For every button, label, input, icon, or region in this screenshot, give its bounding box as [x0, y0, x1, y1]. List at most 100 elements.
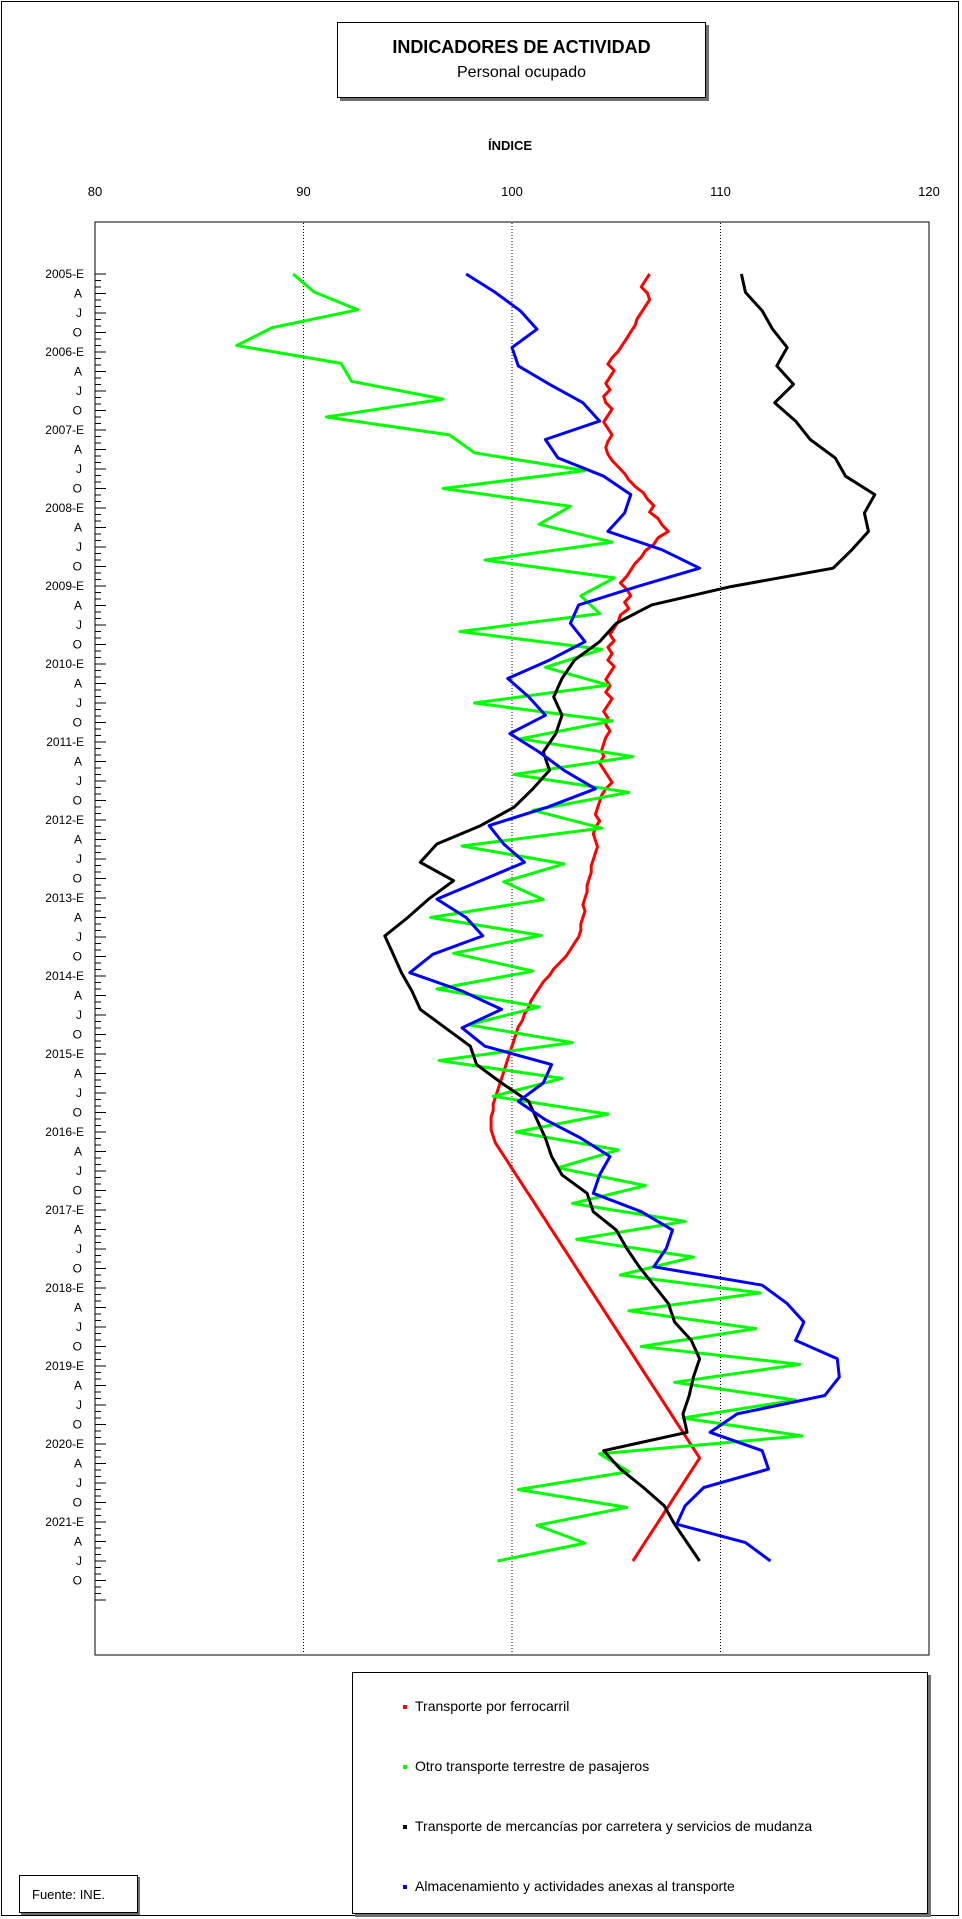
legend-label: Transporte de mercancías por carretera y…: [415, 1818, 813, 1834]
y-tick-label: J: [76, 696, 82, 710]
y-tick-label: A: [74, 1535, 82, 1549]
series-line: [235, 272, 804, 1563]
y-tick-label: O: [73, 1184, 82, 1198]
y-tick-label: A: [74, 1223, 82, 1237]
plot-area: [94, 221, 930, 1656]
y-tick-label: 2021-E: [45, 1515, 84, 1529]
y-tick-label: A: [74, 599, 82, 613]
y-tick-label: 2005-E: [45, 267, 84, 281]
y-tick-label: 2006-E: [45, 345, 84, 359]
y-tick-label: A: [74, 1457, 82, 1471]
y-tick-label: 2010-E: [45, 657, 84, 671]
legend-swatch-green: [403, 1765, 407, 1770]
y-tick-label: A: [74, 1145, 82, 1159]
y-tick-label: A: [74, 1067, 82, 1081]
y-tick-label: O: [73, 1340, 82, 1354]
chart-subtitle: Personal ocupado: [457, 64, 586, 81]
y-tick-label: J: [76, 1554, 82, 1568]
y-tick-label: 2018-E: [45, 1281, 84, 1295]
legend-item-almacenamiento: Almacenamiento y actividades anexas al t…: [403, 1878, 735, 1894]
x-tick-labels: 80 90 100 110 120: [88, 184, 940, 199]
source-note: Fuente: INE.: [32, 1887, 105, 1902]
legend-label: Almacenamiento y actividades anexas al t…: [415, 1878, 735, 1894]
legend-item-pasajeros: Otro transporte terrestre de pasajeros: [403, 1758, 649, 1774]
x-axis-label: ÍNDICE: [488, 138, 532, 153]
legend-label: Transporte por ferrocarril: [415, 1698, 570, 1714]
y-tick-label: 2012-E: [45, 813, 84, 827]
y-tick-label: O: [73, 794, 82, 808]
legend-item-ferrocarril: Transporte por ferrocarril: [403, 1698, 569, 1714]
y-tick-label: 2009-E: [45, 579, 84, 593]
y-tick-label: A: [74, 755, 82, 769]
y-tick-label: J: [76, 930, 82, 944]
x-tick-label: 110: [710, 184, 731, 199]
y-tick-label: A: [74, 833, 82, 847]
y-tick-label: A: [74, 1301, 82, 1315]
y-tick-label: A: [74, 365, 82, 379]
y-tick-label: A: [74, 287, 82, 301]
y-tick-label: O: [73, 1028, 82, 1042]
y-tick-label: O: [73, 1574, 82, 1588]
legend-swatch-blue: [403, 1885, 407, 1890]
legend-label: Otro transporte terrestre de pasajeros: [415, 1758, 650, 1774]
x-tick-label: 100: [501, 184, 523, 199]
series-lines: [235, 272, 877, 1563]
y-tick-label: 2014-E: [45, 969, 84, 983]
chart-title: INDICADORES DE ACTIVIDAD: [392, 37, 651, 57]
y-tick-label: J: [76, 618, 82, 632]
y-tick-label: 2020-E: [45, 1437, 84, 1451]
y-tick-label: O: [73, 638, 82, 652]
y-tick-label: J: [76, 306, 82, 320]
y-tick-label: 2015-E: [45, 1047, 84, 1061]
y-tick-label: J: [76, 1398, 82, 1412]
y-tick-label: 2016-E: [45, 1125, 84, 1139]
y-tick-label: O: [73, 950, 82, 964]
source-box: Fuente: INE.: [19, 1875, 138, 1913]
y-tick-label: J: [76, 1476, 82, 1490]
y-tick-label: A: [74, 521, 82, 535]
y-axis: 2005-EAJO2006-EAJO2007-EAJO2008-EAJO2009…: [45, 267, 106, 1601]
y-tick-label: J: [76, 1008, 82, 1022]
title-box: INDICADORES DE ACTIVIDAD Personal ocupad…: [337, 22, 706, 98]
series-line: [489, 273, 702, 1562]
y-tick-label: J: [76, 1242, 82, 1256]
legend-swatch-red: [403, 1705, 407, 1710]
y-tick-label: O: [73, 1418, 82, 1432]
y-tick-label: O: [73, 872, 82, 886]
y-tick-label: J: [76, 462, 82, 476]
series-line: [383, 273, 877, 1562]
y-tick-label: J: [76, 852, 82, 866]
y-tick-label: J: [76, 384, 82, 398]
y-tick-label: 2008-E: [45, 501, 84, 515]
legend-item-mercancias: Transporte de mercancías por carretera y…: [403, 1818, 812, 1834]
y-tick-label: 2017-E: [45, 1203, 84, 1217]
y-tick-label: O: [73, 1496, 82, 1510]
y-tick-label: O: [73, 482, 82, 496]
series-line: [408, 272, 841, 1563]
x-tick-label: 120: [918, 184, 940, 199]
y-tick-label: O: [73, 716, 82, 730]
y-tick-label: O: [73, 560, 82, 574]
y-tick-label: J: [76, 1164, 82, 1178]
x-tick-label: 90: [296, 184, 310, 199]
y-tick-label: 2011-E: [46, 735, 84, 749]
legend-box: Transporte por ferrocarril Otro transpor…: [352, 1672, 928, 1914]
legend-swatch-black: [403, 1825, 407, 1830]
y-tick-label: A: [74, 1379, 82, 1393]
y-tick-label: A: [74, 443, 82, 457]
y-tick-label: 2019-E: [45, 1359, 84, 1373]
y-tick-label: A: [74, 677, 82, 691]
y-tick-label: 2013-E: [45, 891, 84, 905]
y-tick-label: A: [74, 989, 82, 1003]
y-tick-label: O: [73, 1262, 82, 1276]
y-tick-label: J: [76, 540, 82, 554]
y-tick-label: 2007-E: [45, 423, 84, 437]
y-tick-label: O: [73, 404, 82, 418]
y-tick-label: J: [76, 1320, 82, 1334]
y-tick-label: A: [74, 911, 82, 925]
x-tick-label: 80: [88, 184, 102, 199]
y-tick-label: O: [73, 326, 82, 340]
y-tick-label: O: [73, 1106, 82, 1120]
